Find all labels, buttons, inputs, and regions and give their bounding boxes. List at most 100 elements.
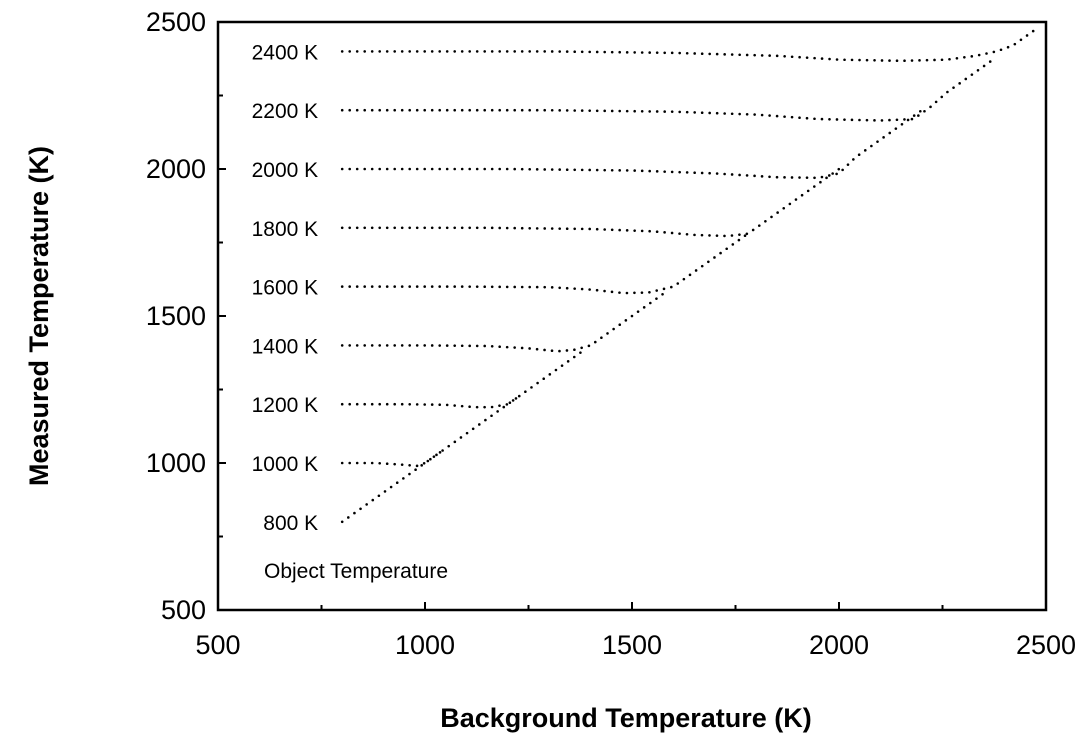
data-point: [1006, 45, 1010, 49]
data-point: [528, 347, 531, 350]
data-point: [483, 344, 487, 348]
data-point: [400, 226, 404, 230]
data-point: [460, 108, 464, 112]
data-point: [580, 109, 584, 112]
data-point: [543, 50, 546, 53]
series-layer: [340, 29, 1035, 524]
data-point: [520, 346, 524, 350]
data-point: [573, 287, 576, 290]
data-point: [790, 115, 794, 119]
data-point: [498, 285, 502, 289]
data-point: [423, 108, 427, 112]
data-point: [595, 288, 599, 292]
data-point: [768, 114, 771, 117]
data-point: [468, 344, 472, 348]
data-point: [640, 110, 644, 113]
data-point: [964, 77, 968, 81]
data-point: [385, 108, 389, 112]
series-label: 2400 K: [252, 41, 319, 64]
data-point: [530, 386, 533, 389]
data-point: [550, 349, 554, 353]
data-point: [760, 113, 764, 117]
data-point: [383, 490, 387, 493]
data-point: [806, 189, 810, 193]
data-point: [977, 53, 981, 57]
data-point: [655, 297, 658, 300]
data-point: [670, 110, 674, 113]
data-point: [528, 50, 531, 53]
data-point: [929, 105, 932, 109]
data-point: [618, 109, 621, 113]
series-1800k: [340, 167, 841, 238]
data-point: [775, 175, 779, 179]
data-point: [723, 112, 726, 115]
data-point: [460, 404, 464, 408]
series-label: 1800 K: [252, 218, 319, 241]
data-point: [858, 118, 861, 122]
data-point: [693, 111, 696, 114]
data-point: [640, 169, 644, 173]
data-point: [348, 50, 352, 53]
data-point: [1019, 38, 1023, 42]
data-point: [558, 109, 561, 112]
object-temperature-annotation: Object Temperature: [264, 560, 448, 583]
data-point: [453, 344, 457, 347]
data-point: [633, 51, 636, 54]
data-point: [783, 54, 786, 58]
data-point: [670, 51, 674, 55]
series-label-layer: 800 K 1000 K 1200 K 1400 K 1600 K 1800 K 2000 …: [252, 41, 319, 534]
data-point: [340, 402, 344, 406]
data-point: [558, 286, 561, 290]
data-point: [460, 226, 464, 230]
data-point: [565, 349, 569, 352]
data-point: [738, 112, 741, 116]
data-point: [347, 516, 350, 519]
data-point: [708, 52, 711, 56]
data-point: [873, 119, 876, 122]
data-point: [588, 168, 591, 172]
data-point: [685, 232, 689, 236]
data-point: [483, 405, 486, 409]
data-point: [385, 167, 389, 171]
data-point: [934, 100, 938, 104]
data-point: [630, 314, 634, 318]
data-point: [694, 269, 698, 272]
data-point: [663, 170, 666, 173]
data-point: [365, 503, 368, 506]
data-point: [730, 53, 734, 56]
series-1600k: [340, 234, 747, 295]
data-point: [355, 108, 359, 112]
data-point: [1025, 34, 1029, 37]
data-point: [435, 453, 438, 457]
data-point: [558, 168, 561, 171]
data-point: [820, 175, 824, 179]
data-point: [432, 455, 436, 458]
data-point: [408, 285, 412, 288]
data-point: [414, 468, 417, 471]
data-point: [625, 109, 629, 113]
data-point: [490, 167, 494, 171]
data-point: [475, 405, 479, 409]
data-point: [460, 167, 464, 171]
series-2400k: [340, 29, 1035, 63]
data-point: [415, 285, 419, 288]
data-point: [445, 344, 449, 347]
data-point: [846, 163, 850, 166]
data-point: [536, 381, 539, 385]
data-point: [400, 285, 404, 288]
data-point: [723, 234, 726, 238]
data-point: [999, 48, 1003, 52]
data-point: [1031, 29, 1035, 33]
data-point: [438, 285, 442, 288]
data-point: [528, 108, 531, 112]
data-point: [618, 228, 621, 232]
data-point: [794, 198, 798, 201]
data-point: [850, 118, 854, 122]
data-point: [970, 73, 974, 76]
data-point: [678, 232, 681, 235]
data-point: [992, 50, 996, 54]
data-point: [819, 180, 822, 184]
data-point: [400, 402, 404, 406]
data-point: [923, 109, 926, 113]
data-point: [625, 51, 629, 54]
